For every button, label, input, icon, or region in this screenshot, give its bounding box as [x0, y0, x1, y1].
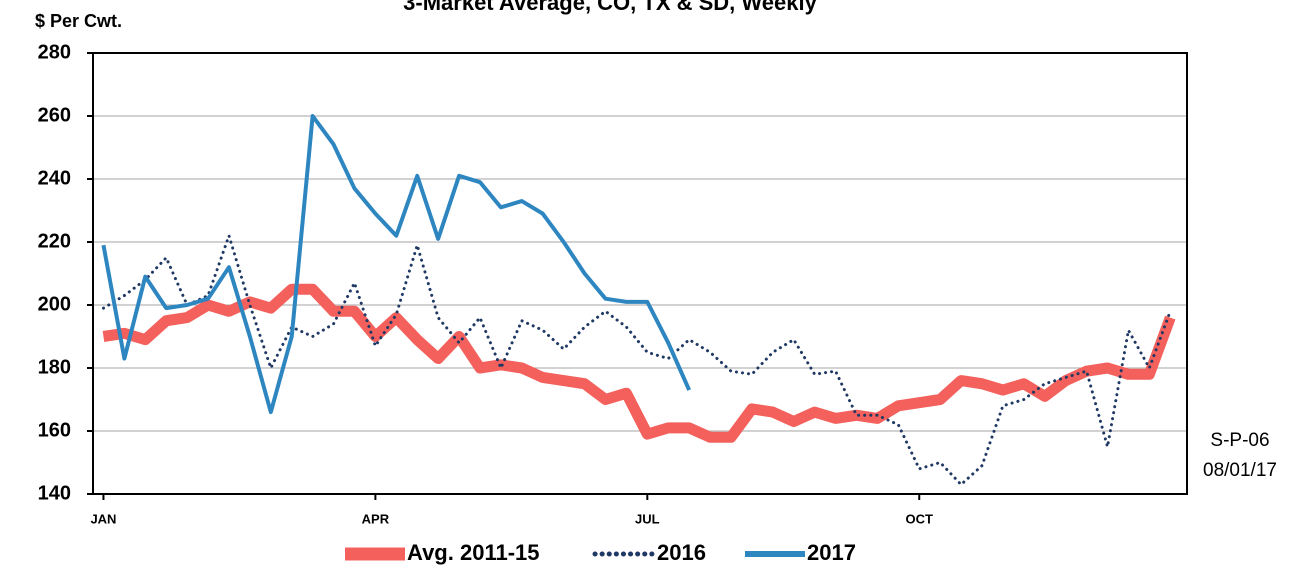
- annotation: 08/01/17: [1203, 460, 1277, 481]
- series-line: [101, 234, 1172, 487]
- series-line: [102, 283, 1176, 443]
- x-tick-label: OCT: [906, 511, 934, 526]
- legend-label: 2017: [807, 540, 856, 565]
- y-tick-label: 180: [38, 356, 71, 378]
- y-tick-label: 260: [38, 104, 71, 126]
- y-tick-label: 220: [38, 230, 71, 252]
- x-tick-label: JUL: [635, 511, 660, 526]
- y-tick-label: 160: [38, 419, 71, 441]
- x-tick-label: APR: [362, 511, 390, 526]
- y-tick-label: 280: [38, 41, 71, 63]
- legend-label: 2016: [657, 540, 706, 565]
- x-tick-label: JAN: [90, 511, 116, 526]
- y-tick-label: 140: [38, 482, 71, 504]
- series-line: [101, 114, 691, 415]
- y-tick-label: 240: [38, 167, 71, 189]
- chart-title: 3-Market Average, CO, TX & SD, Weekly: [403, 0, 817, 15]
- annotation: S-P-06: [1210, 430, 1269, 451]
- legend-label: Avg. 2011-15: [407, 540, 540, 565]
- y-tick-label: 200: [38, 293, 71, 315]
- plot-frame: [92, 52, 1188, 495]
- y-axis-label: $ Per Cwt.: [35, 11, 122, 31]
